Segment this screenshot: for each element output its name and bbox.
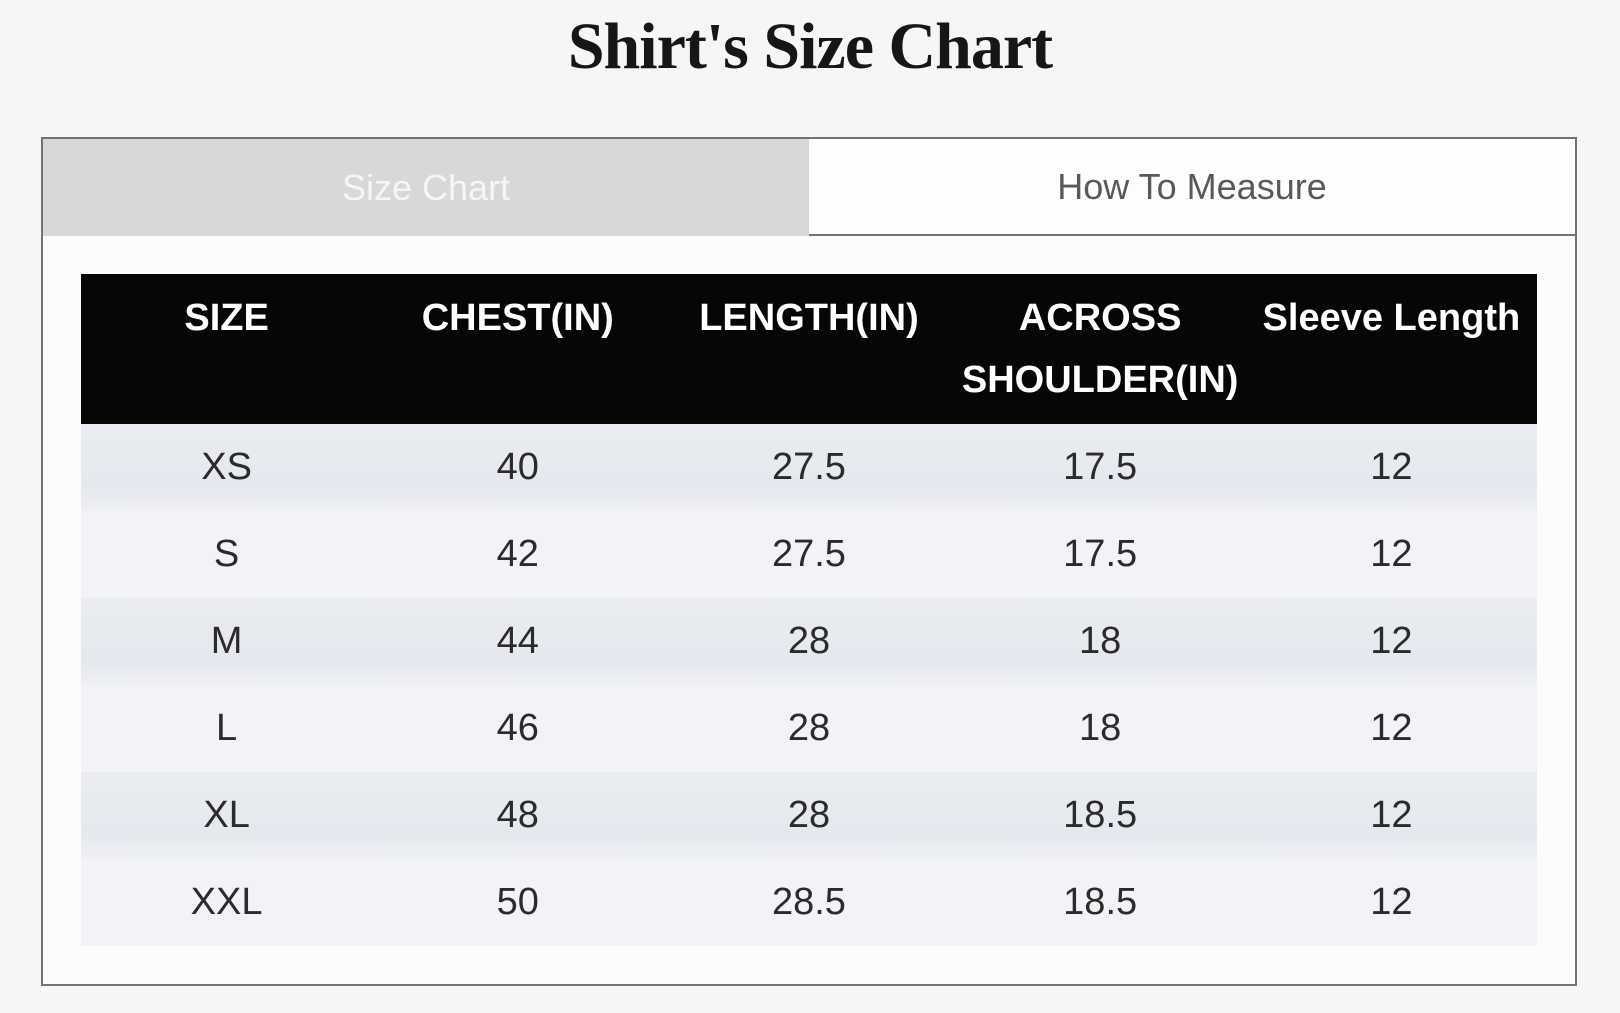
cell-chest_in: 40 (496, 446, 539, 488)
cell-across_shoulder_in: 17.5 (1063, 533, 1138, 575)
cell-across_shoulder_in: 18.5 (1063, 794, 1138, 836)
table-body: XS 40 27.5 17.5 12 S 42 27.5 17.5 12 M 44 28 18 12 L 46 2… (81, 424, 1537, 946)
cell-length_in: 28 (787, 794, 831, 836)
cell-across_shoulder_in: 18 (1079, 707, 1122, 749)
cell-sleeve_length: 12 (1370, 881, 1413, 923)
table-row: L 46 28 18 12 (81, 685, 1537, 772)
cell-length_in: 27.5 (771, 533, 846, 575)
cell-chest_in: 50 (496, 881, 539, 923)
size-chart-panel: SIZE CHEST(IN) LENGTH(IN) ACROSS SHOULDER(I… (43, 236, 1575, 984)
tab-bar: Size Chart How To Measure (43, 139, 1575, 236)
cell-length_in: 28 (787, 707, 831, 749)
cell-size: XL (203, 794, 250, 836)
column-header-across_shoulder_in: ACROSS SHOULDER(IN) (954, 274, 1246, 424)
cell-size: XXL (190, 881, 263, 923)
table-header: SIZE CHEST(IN) LENGTH(IN) ACROSS SHOULDER(I… (81, 274, 1537, 424)
cell-length_in: 28 (787, 620, 831, 662)
table-row: S 42 27.5 17.5 12 (81, 511, 1537, 598)
column-header-sleeve_length: Sleeve Length (1245, 274, 1537, 424)
table-header-row: SIZE CHEST(IN) LENGTH(IN) ACROSS SHOULDER(I… (81, 274, 1537, 424)
table-row: XS 40 27.5 17.5 12 (81, 424, 1537, 511)
cell-length_in: 28.5 (771, 881, 846, 923)
table-row: M 44 28 18 12 (81, 598, 1537, 685)
cell-size: XS (201, 446, 252, 488)
cell-chest_in: 44 (496, 620, 539, 662)
size-chart-table: SIZE CHEST(IN) LENGTH(IN) ACROSS SHOULDER(I… (81, 274, 1537, 946)
table-row: XL 48 28 18.5 12 (81, 772, 1537, 859)
cell-size: S (213, 533, 240, 575)
column-header-size: SIZE (81, 274, 373, 424)
cell-sleeve_length: 12 (1370, 533, 1413, 575)
cell-across_shoulder_in: 18 (1079, 620, 1122, 662)
tab-size-chart[interactable]: Size Chart (43, 139, 809, 236)
cell-across_shoulder_in: 17.5 (1063, 446, 1138, 488)
cell-sleeve_length: 12 (1370, 707, 1413, 749)
cell-length_in: 27.5 (771, 446, 846, 488)
cell-size: M (210, 620, 243, 662)
column-header-chest_in: CHEST(IN) (372, 274, 664, 424)
page-title: Shirt's Size Chart (567, 10, 1053, 83)
cell-sleeve_length: 12 (1370, 446, 1413, 488)
table-row: XXL 50 28.5 18.5 12 (81, 859, 1537, 946)
cell-chest_in: 46 (496, 707, 539, 749)
size-chart-widget: Size Chart How To Measure SIZE CHEST(IN) L… (41, 137, 1577, 986)
column-header-length_in: LENGTH(IN) (663, 274, 955, 424)
cell-sleeve_length: 12 (1370, 794, 1413, 836)
cell-sleeve_length: 12 (1370, 620, 1413, 662)
cell-chest_in: 42 (496, 533, 539, 575)
cell-chest_in: 48 (496, 794, 539, 836)
cell-across_shoulder_in: 18.5 (1063, 881, 1138, 923)
tab-how-to-measure[interactable]: How To Measure (809, 139, 1575, 236)
cell-size: L (216, 707, 238, 749)
